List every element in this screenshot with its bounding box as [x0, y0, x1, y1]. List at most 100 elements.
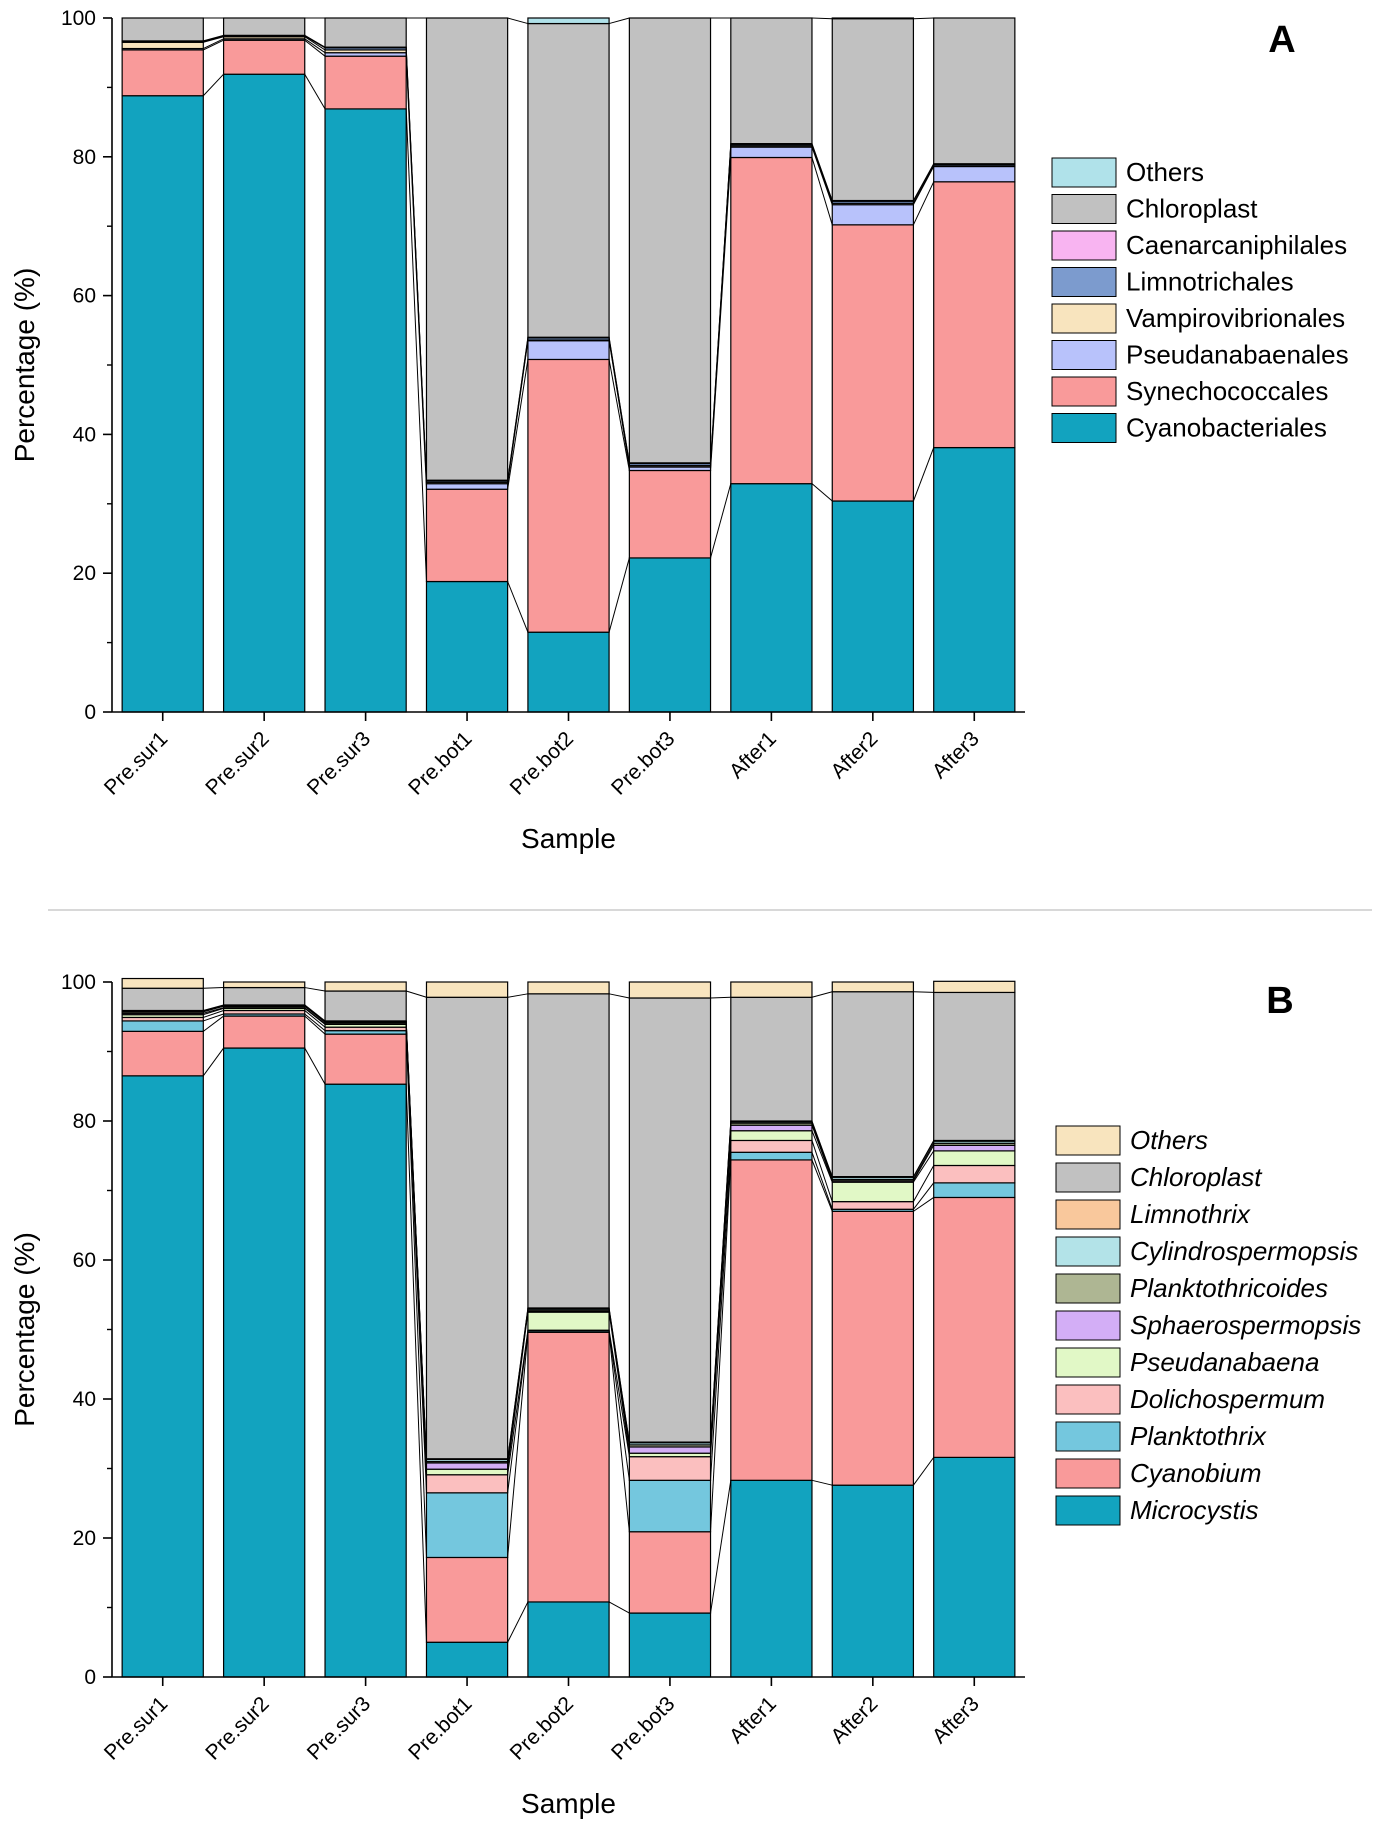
bar-microcystis-pre-bot1: [425, 1641, 509, 1678]
bar-chloroplast-pre-sur3: [324, 17, 407, 48]
x-tick-label-pre-sur2: Pre.sur2: [201, 727, 273, 799]
bar-pseudanabaenales-pre-bot2: [527, 340, 610, 361]
bar-pseudanabaena-pre-bot2: [527, 1311, 610, 1331]
connector-line: [304, 1015, 326, 1035]
bar-pseudanabaenales-after1: [730, 146, 813, 159]
y-tick-label: 100: [61, 971, 96, 994]
connector-line: [203, 1005, 224, 1013]
connector-line: [913, 17, 934, 20]
bar-microcystis-pre-bot2: [527, 1601, 610, 1678]
bar-planktothrix-pre-bot3: [628, 1479, 712, 1533]
legend-label-cyanobacteriales: Cyanobacteriales: [1126, 413, 1327, 443]
legend-swatch-dolichospermum: [1055, 1384, 1121, 1415]
connector-line: [912, 1145, 935, 1182]
x-axis-title: Sample: [521, 1788, 616, 1819]
x-tick-label-pre-bot2: Pre.bot2: [506, 1692, 578, 1764]
bar-cyanobacteriales-pre-bot3: [628, 557, 712, 713]
bar-chloroplast-after2: [831, 18, 915, 202]
bar-chloroplast-pre-bot2: [527, 993, 610, 1309]
bar-chloroplast-pre-bot1: [425, 17, 509, 481]
connector-line: [405, 47, 427, 481]
bar-synechococcales-pre-sur2: [222, 39, 306, 75]
legend-label-chloroplast: Chloroplast: [1126, 194, 1258, 224]
legend-label-caenarcaniphilales: Caenarcaniphilales: [1126, 230, 1347, 260]
bar-dolichospermum-after2: [831, 1201, 915, 1210]
connector-line: [913, 1182, 935, 1210]
connector-line: [203, 36, 224, 43]
bar-planktothrix-after1: [730, 1151, 813, 1161]
chart-panel-a: 0 20 40 60 80 100 Pre.sur1 Pre.sur2 Pre.sur3 Pre.…: [9, 7, 1349, 854]
connector-line: [912, 181, 935, 226]
x-tick-label-pre-sur3: Pre.sur3: [303, 1692, 375, 1764]
x-tick-label-pre-sur1: Pre.sur1: [100, 1692, 172, 1764]
bar-vampirovibrionales-pre-sur1: [121, 41, 204, 50]
y-tick-label: 20: [73, 1527, 96, 1550]
connector-line: [608, 17, 630, 25]
legend-label-sphaerospermopsis: Sphaerospermopsis: [1130, 1310, 1361, 1340]
connector-line: [405, 1084, 427, 1643]
y-axis-title: Percentage (%): [9, 268, 40, 463]
bar-cyanobium-after2: [831, 1210, 915, 1486]
bar-cyanobium-pre-sur2: [222, 1015, 306, 1049]
x-tick-label-pre-bot1: Pre.bot1: [404, 727, 476, 799]
connector-line: [304, 1047, 326, 1085]
connector-line: [203, 39, 224, 51]
bar-chloroplast-pre-bot3: [628, 997, 712, 1443]
connector-line: [913, 1197, 934, 1212]
y-tick-label: 80: [73, 146, 96, 169]
bar-sphaerospermopsis-pre-bot1: [425, 1462, 509, 1470]
legend-swatch-others: [1051, 157, 1117, 188]
legend-label-others: Others: [1130, 1125, 1208, 1155]
bar-others-after2: [831, 17, 915, 20]
connector-line: [811, 17, 833, 20]
bar-others-pre-sur2: [222, 981, 306, 989]
bar-chloroplast-pre-bot3: [628, 17, 712, 464]
bar-cyanobacteriales-after3: [933, 446, 1016, 713]
x-tick-label-after2: After2: [826, 727, 882, 783]
legend-swatch-microcystis: [1055, 1495, 1121, 1526]
connector-line: [202, 1015, 224, 1032]
connector-line: [507, 993, 529, 998]
chart-panel-b: 0 20 40 60 80 100 Pre.sur1 Pre.sur2 Pre.sur3 Pre.…: [9, 971, 1361, 1819]
connector-line: [912, 447, 935, 502]
bar-pseudanabaena-after3: [933, 1150, 1016, 1167]
bar-sphaerospermopsis-pre-bot3: [628, 1446, 712, 1454]
connector-line: [202, 73, 224, 97]
connector-line: [507, 1330, 529, 1475]
connector-line: [608, 1332, 630, 1532]
connector-line: [710, 1480, 732, 1614]
connector-line: [912, 1140, 935, 1177]
connector-line: [304, 36, 326, 51]
x-axis-title: Sample: [521, 823, 616, 854]
legend-swatch-others: [1055, 1125, 1121, 1156]
connector-line: [608, 1330, 630, 1457]
connector-line: [811, 1140, 833, 1202]
x-tick-label-after1: After1: [725, 727, 781, 783]
x-tick-label-pre-sur3: Pre.sur3: [303, 727, 375, 799]
connector-line: [811, 1130, 833, 1183]
legend-swatch-vampirovibrionales: [1051, 303, 1117, 334]
connector-line: [608, 993, 630, 999]
panel-label: A: [1268, 19, 1295, 61]
bar-planktothrix-pre-bot1: [425, 1492, 509, 1559]
legend-label-cylindrospermopsis: Cylindrospermopsis: [1130, 1236, 1358, 1266]
bar-others-pre-sur1: [121, 977, 204, 989]
bar-pseudanabaena-after2: [831, 1181, 915, 1203]
bar-synechococcales-pre-sur1: [121, 49, 204, 97]
bar-cyanobium-pre-sur1: [121, 1030, 204, 1077]
bar-cyanobacteriales-pre-sur1: [121, 95, 204, 713]
bar-others-pre-bot2: [527, 981, 610, 995]
bar-microcystis-after2: [831, 1484, 915, 1678]
legend-swatch-synechococcales: [1051, 376, 1117, 407]
legend-swatch-pseudanabaena: [1055, 1347, 1121, 1378]
y-tick-label: 20: [73, 562, 96, 585]
legend-swatch-planktothrix: [1055, 1421, 1121, 1452]
x-tick-label-after3: After3: [928, 1692, 984, 1748]
connector-line: [405, 1020, 427, 1459]
bar-synechococcales-pre-bot2: [527, 358, 610, 633]
legend-label-limnotrichales: Limnotrichales: [1126, 267, 1294, 297]
connector-line: [304, 987, 326, 992]
legend-swatch-sphaerospermopsis: [1055, 1310, 1121, 1341]
connector-line: [507, 337, 529, 481]
